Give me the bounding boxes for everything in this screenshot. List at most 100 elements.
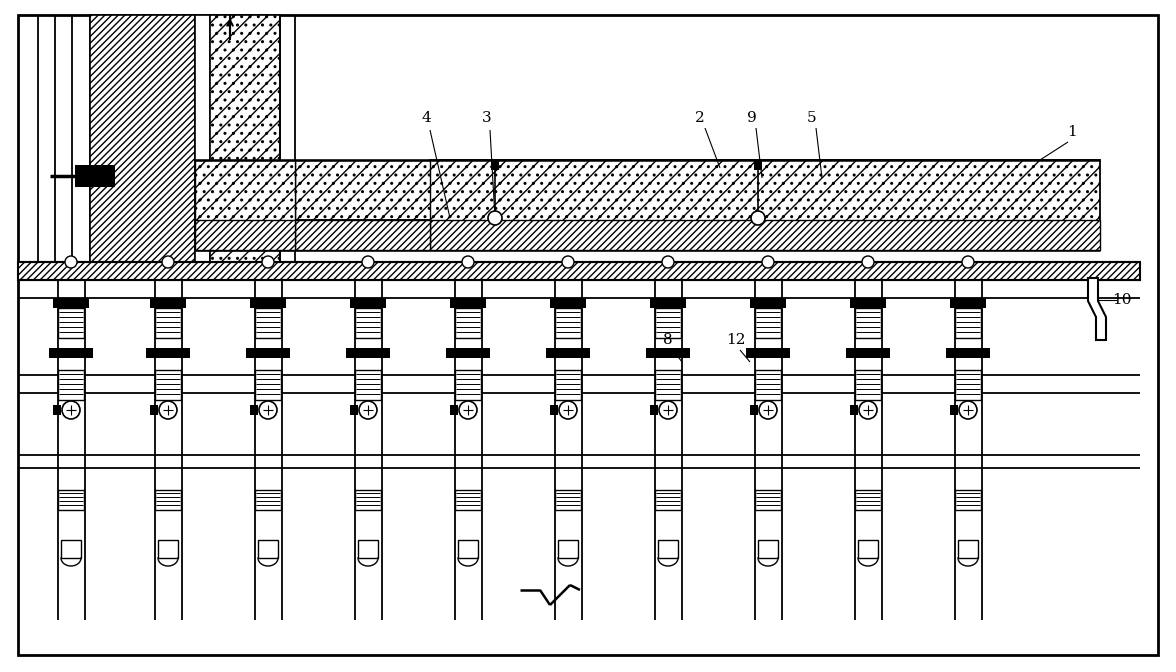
Text: 10: 10 xyxy=(1112,293,1131,307)
Bar xyxy=(550,298,586,308)
Bar xyxy=(53,405,61,415)
Bar xyxy=(955,370,981,400)
Bar xyxy=(755,370,781,400)
Text: 3: 3 xyxy=(482,111,492,125)
Circle shape xyxy=(559,401,577,419)
Bar xyxy=(155,308,181,338)
Bar xyxy=(755,490,781,510)
Bar xyxy=(430,220,1100,250)
Bar xyxy=(457,540,477,558)
Bar xyxy=(258,540,278,558)
Circle shape xyxy=(662,256,674,268)
Circle shape xyxy=(858,401,877,419)
Bar xyxy=(18,262,1140,280)
Bar xyxy=(211,15,280,278)
Bar xyxy=(155,370,181,400)
Bar xyxy=(255,370,281,400)
Bar xyxy=(158,540,178,558)
Bar xyxy=(58,490,83,510)
Bar xyxy=(58,370,83,400)
Bar xyxy=(151,405,158,415)
Bar xyxy=(53,298,89,308)
Circle shape xyxy=(459,401,477,419)
Bar xyxy=(659,540,679,558)
Bar xyxy=(195,15,211,278)
Text: 8: 8 xyxy=(663,333,673,347)
Bar xyxy=(450,298,486,308)
Circle shape xyxy=(359,401,377,419)
Circle shape xyxy=(262,256,274,268)
Bar xyxy=(855,308,881,338)
Bar xyxy=(350,405,358,415)
Circle shape xyxy=(862,256,874,268)
Bar xyxy=(346,348,390,358)
Bar xyxy=(355,308,381,338)
Polygon shape xyxy=(295,220,430,250)
Bar xyxy=(655,490,681,510)
Circle shape xyxy=(751,211,766,225)
Bar xyxy=(455,490,481,510)
Bar xyxy=(430,160,1100,250)
Text: 4: 4 xyxy=(421,111,430,125)
Bar xyxy=(955,490,981,510)
Bar xyxy=(195,220,295,250)
Circle shape xyxy=(62,401,80,419)
Bar xyxy=(550,405,557,415)
Bar xyxy=(246,348,290,358)
Bar xyxy=(850,298,886,308)
Bar xyxy=(555,490,581,510)
Bar xyxy=(455,370,481,400)
Circle shape xyxy=(759,401,777,419)
Bar xyxy=(555,370,581,400)
Bar xyxy=(450,405,457,415)
Text: 2: 2 xyxy=(695,111,704,125)
Circle shape xyxy=(958,401,977,419)
Bar xyxy=(750,298,786,308)
Bar xyxy=(855,370,881,400)
Circle shape xyxy=(65,256,76,268)
Circle shape xyxy=(162,256,174,268)
Bar xyxy=(250,298,286,308)
Bar xyxy=(650,298,686,308)
Circle shape xyxy=(962,256,974,268)
Bar xyxy=(555,308,581,338)
Bar xyxy=(950,298,985,308)
Bar xyxy=(49,348,93,358)
Bar xyxy=(655,370,681,400)
Bar xyxy=(61,540,81,558)
Text: 5: 5 xyxy=(807,111,817,125)
Circle shape xyxy=(362,256,374,268)
Text: 12: 12 xyxy=(727,333,746,347)
Circle shape xyxy=(259,401,278,419)
Bar xyxy=(146,348,191,358)
Circle shape xyxy=(762,256,774,268)
Bar xyxy=(855,490,881,510)
Text: 1: 1 xyxy=(1067,125,1077,139)
Circle shape xyxy=(659,401,677,419)
Bar xyxy=(746,348,790,358)
Bar xyxy=(646,348,690,358)
Bar xyxy=(151,298,186,308)
Bar xyxy=(358,540,377,558)
Bar xyxy=(492,160,499,170)
Bar xyxy=(655,308,681,338)
Bar xyxy=(546,348,590,358)
Circle shape xyxy=(488,211,502,225)
Bar xyxy=(955,308,981,338)
Circle shape xyxy=(462,256,474,268)
Bar xyxy=(946,348,990,358)
Bar xyxy=(750,405,759,415)
Bar xyxy=(75,165,115,187)
Bar xyxy=(850,405,858,415)
Bar xyxy=(858,540,878,558)
Bar xyxy=(350,298,386,308)
Bar xyxy=(255,308,281,338)
Bar xyxy=(650,405,659,415)
Bar xyxy=(557,540,577,558)
Bar xyxy=(195,160,295,250)
Bar xyxy=(446,348,490,358)
Circle shape xyxy=(159,401,178,419)
Bar xyxy=(355,370,381,400)
Bar xyxy=(754,160,762,170)
Bar xyxy=(950,405,958,415)
